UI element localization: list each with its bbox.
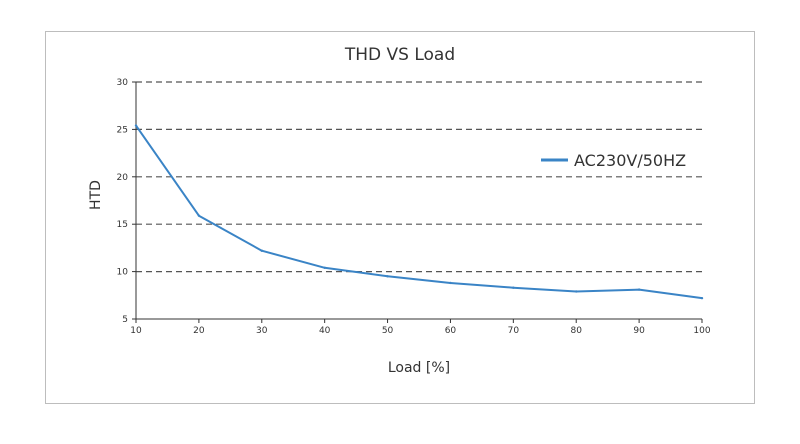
series-lines — [134, 124, 704, 300]
grid-lines — [136, 81, 702, 273]
y-axis-label: HTD — [88, 180, 104, 210]
data-point — [260, 249, 263, 252]
y-tick-label: 5 — [122, 315, 128, 325]
x-tick-label: 70 — [508, 326, 520, 336]
data-point — [512, 286, 515, 289]
chart-title: THD VS Load — [344, 45, 455, 65]
x-tick-label: 60 — [445, 326, 457, 336]
legend-label: AC230V/50HZ — [574, 151, 686, 170]
data-point — [323, 266, 326, 270]
x-tick-label: 30 — [256, 326, 268, 336]
data-point — [449, 281, 452, 285]
data-point — [134, 124, 138, 127]
series-line — [135, 125, 703, 300]
y-tick-label: 10 — [117, 268, 129, 278]
y-tick-label: 15 — [117, 220, 128, 230]
x-tick-label: 100 — [693, 326, 710, 336]
y-tick-label: 20 — [117, 173, 129, 183]
y-tick-label: 30 — [117, 78, 129, 88]
legend: AC230V/50HZ — [541, 151, 686, 170]
data-point — [386, 275, 389, 278]
x-tick-label: 40 — [319, 326, 331, 336]
x-tick-label: 10 — [130, 326, 142, 336]
x-tick-label: 90 — [633, 326, 645, 336]
x-tick-label: 50 — [382, 326, 394, 336]
chart-frame — [45, 31, 755, 404]
x-axis-label: Load [%] — [388, 360, 450, 376]
axes — [132, 81, 703, 323]
data-point — [575, 290, 578, 293]
x-tick-label: 80 — [570, 326, 582, 336]
data-point — [700, 296, 704, 300]
data-point — [197, 214, 201, 217]
data-point — [637, 288, 641, 291]
x-tick-label: 20 — [193, 326, 205, 336]
y-tick-label: 25 — [117, 125, 128, 135]
